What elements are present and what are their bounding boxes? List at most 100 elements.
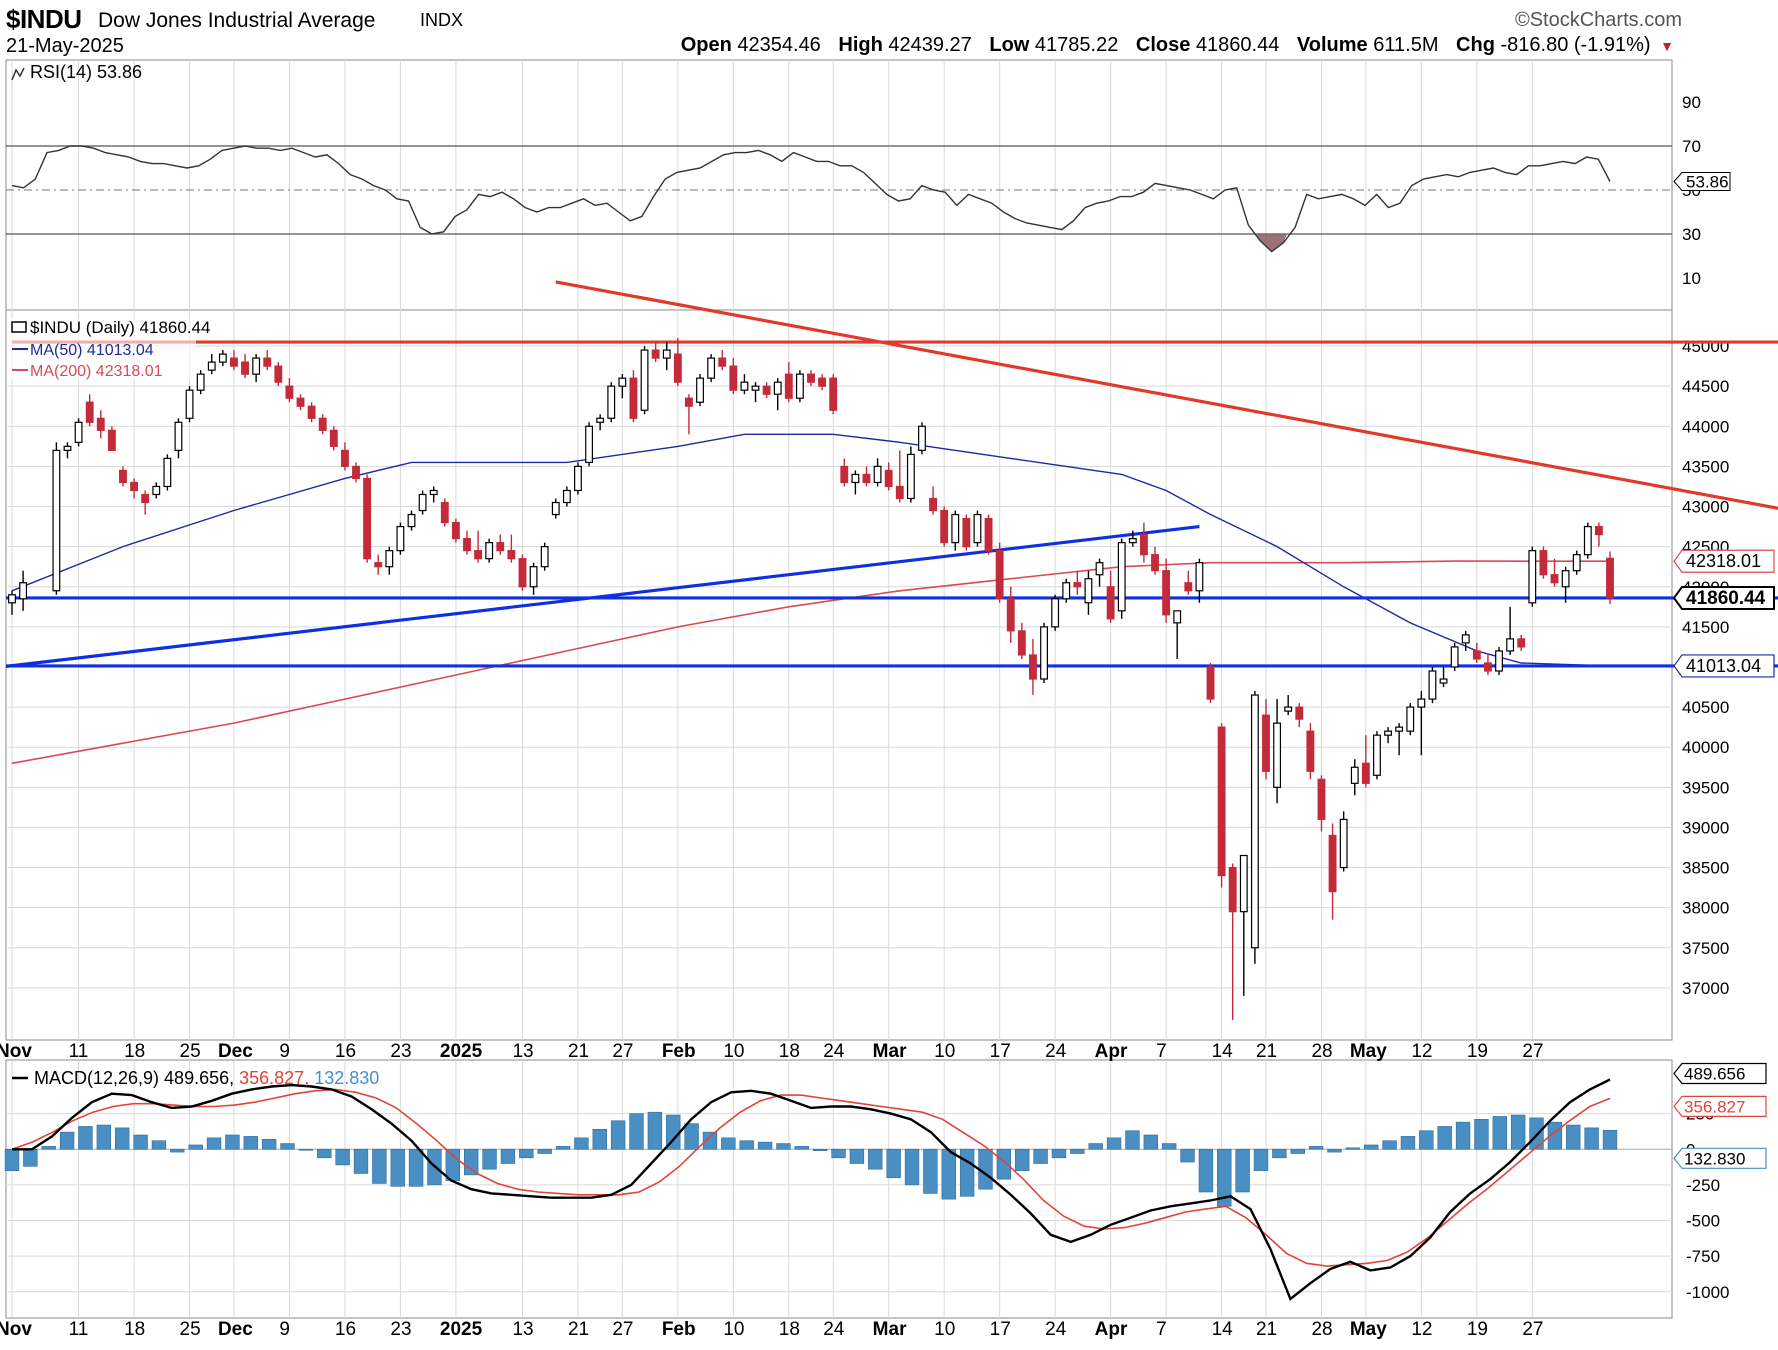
ma200-line bbox=[11, 560, 1611, 765]
candle-body bbox=[1062, 582, 1071, 600]
candle-body bbox=[352, 465, 360, 480]
macd-x-tick-label: 10 bbox=[934, 1319, 955, 1340]
macd-histogram-bar bbox=[206, 1137, 222, 1150]
macd-histogram-bar bbox=[739, 1140, 754, 1150]
candle-body bbox=[906, 453, 915, 500]
price-x-tick-label: 13 bbox=[512, 1041, 533, 1062]
price-value-tag bbox=[1673, 654, 1775, 678]
rsi-value-tag-text: 53.86 bbox=[1686, 173, 1729, 192]
macd-histogram-bar bbox=[41, 1146, 56, 1150]
macd-histogram-bar bbox=[23, 1148, 38, 1167]
low-value: 41785.22 bbox=[1034, 34, 1119, 56]
price-x-tick-label: 27 bbox=[1522, 1041, 1543, 1062]
candle-body bbox=[207, 361, 216, 371]
macd-x-tick-label: 24 bbox=[1045, 1319, 1067, 1340]
price-value-tag bbox=[1672, 585, 1775, 610]
ma50-legend-label: MA(50) 41013.04 bbox=[30, 342, 154, 359]
candle-body bbox=[596, 417, 605, 423]
candle-body bbox=[884, 469, 893, 488]
macd-x-tick-label: 9 bbox=[279, 1319, 290, 1340]
macd-histogram-bar bbox=[1033, 1148, 1048, 1164]
brand-watermark[interactable]: ©StockCharts.com bbox=[1514, 9, 1682, 31]
candle-body bbox=[629, 377, 638, 419]
candle-body bbox=[152, 485, 161, 496]
candle-body bbox=[718, 357, 727, 367]
candle-body bbox=[496, 542, 505, 552]
candle-body bbox=[1528, 550, 1537, 604]
rsi-line bbox=[11, 145, 1611, 253]
macd-histogram-bar bbox=[996, 1148, 1012, 1180]
candle-body bbox=[1417, 698, 1426, 708]
macd-x-tick-label: 27 bbox=[612, 1319, 633, 1340]
symbol-title: $INDU bbox=[6, 4, 82, 34]
open-label: Open bbox=[680, 34, 732, 56]
macd-histogram-bar bbox=[445, 1148, 461, 1181]
macd-histogram-bar bbox=[1088, 1143, 1103, 1150]
macd-histogram-bar bbox=[464, 1148, 479, 1176]
candle-body bbox=[1017, 630, 1026, 656]
macd-x-tick-label: 28 bbox=[1311, 1319, 1332, 1340]
price-x-tick-label: Nov bbox=[0, 1041, 32, 1062]
price-x-tick-label: 10 bbox=[723, 1041, 744, 1062]
candle-body bbox=[1250, 694, 1259, 949]
candle-body bbox=[829, 377, 838, 411]
macd-value-tag-text: 132.830 bbox=[1684, 1149, 1745, 1168]
price-value-tag-text: 41860.44 bbox=[1686, 588, 1766, 609]
macd-histogram-bar bbox=[59, 1131, 75, 1150]
candle-body bbox=[163, 457, 172, 488]
candle-body bbox=[1084, 578, 1093, 604]
candle-body bbox=[951, 513, 960, 544]
price-value-tag-text: 41013.04 bbox=[1686, 656, 1761, 676]
candle-body bbox=[307, 405, 316, 419]
price-x-tick-label: Apr bbox=[1095, 1041, 1128, 1062]
macd-histogram-bar bbox=[225, 1134, 240, 1150]
candle-body bbox=[1095, 562, 1104, 576]
price-x-tick-label: 25 bbox=[180, 1041, 201, 1062]
price-x-tick-label: 10 bbox=[934, 1041, 955, 1062]
candle-body bbox=[19, 582, 28, 600]
macd-legend-part: 356.827, bbox=[239, 1068, 314, 1088]
macd-histogram-bar bbox=[243, 1136, 258, 1150]
trendline-upper-resistance-red bbox=[555, 280, 1778, 510]
macd-histogram-bar bbox=[115, 1127, 130, 1150]
macd-histogram-bar bbox=[1602, 1130, 1618, 1150]
chg-label: Chg bbox=[1456, 34, 1495, 56]
macd-histogram-bar bbox=[610, 1120, 626, 1150]
macd-histogram-bar bbox=[537, 1148, 552, 1154]
candle-body bbox=[1295, 706, 1304, 720]
price-x-tick-label: 18 bbox=[124, 1041, 145, 1062]
candle-body bbox=[1339, 818, 1348, 869]
candle-body bbox=[363, 477, 372, 560]
macd-histogram-bar bbox=[757, 1141, 773, 1150]
close-label: Close bbox=[1135, 34, 1191, 56]
candle-body bbox=[96, 417, 105, 431]
price-legend-title: $INDU (Daily) 41860.44 bbox=[30, 318, 210, 337]
candle-body bbox=[52, 449, 61, 592]
rsi-tick-label: 30 bbox=[1682, 225, 1701, 244]
macd-histogram-bar bbox=[519, 1148, 534, 1159]
price-tick-label: 44000 bbox=[1682, 417, 1729, 436]
macd-histogram-bar bbox=[1125, 1130, 1140, 1150]
macd-histogram-bar bbox=[298, 1148, 314, 1151]
candle-body bbox=[8, 594, 16, 604]
macd-line bbox=[12, 1078, 1611, 1301]
macd-histogram-bar bbox=[1198, 1148, 1214, 1193]
candle-body bbox=[1040, 626, 1048, 680]
macd-x-tick-label: 12 bbox=[1411, 1319, 1432, 1340]
candle-body bbox=[840, 465, 849, 484]
macd-histogram-bar bbox=[78, 1126, 93, 1150]
macd-histogram-bar bbox=[4, 1148, 20, 1171]
candle-body bbox=[1506, 638, 1515, 652]
price-tick-label: 38500 bbox=[1682, 859, 1729, 878]
volume-value: 611.5M bbox=[1373, 34, 1439, 56]
macd-histogram-bar bbox=[353, 1148, 369, 1174]
candle-body bbox=[1162, 570, 1171, 616]
candle-body bbox=[1029, 654, 1037, 680]
candle-body bbox=[640, 349, 649, 411]
candle-body bbox=[1484, 662, 1492, 672]
macd-histogram-bar bbox=[592, 1129, 607, 1150]
candle-body bbox=[407, 513, 416, 528]
macd-x-tick-label: Feb bbox=[662, 1319, 696, 1340]
macd-legend-part: 132.830 bbox=[314, 1068, 379, 1088]
